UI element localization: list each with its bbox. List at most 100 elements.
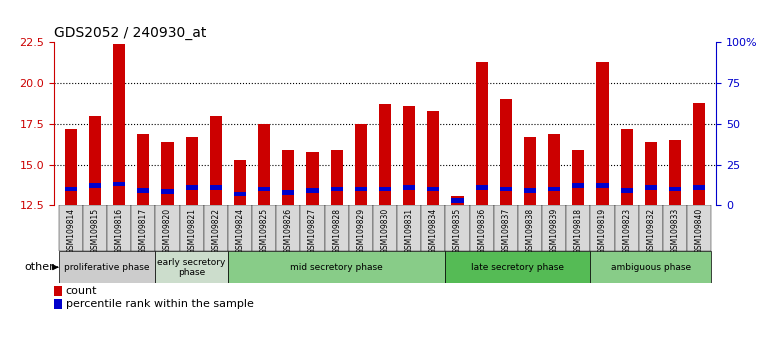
Bar xyxy=(566,205,591,251)
Bar xyxy=(572,183,584,188)
Bar xyxy=(204,205,228,251)
Text: GSM109838: GSM109838 xyxy=(525,207,534,254)
Text: GSM109820: GSM109820 xyxy=(163,207,172,254)
Bar xyxy=(137,188,149,193)
Bar xyxy=(445,205,470,251)
Bar xyxy=(373,205,397,251)
Bar xyxy=(355,187,367,191)
Bar xyxy=(258,124,270,354)
Bar xyxy=(639,205,663,251)
Bar xyxy=(621,129,633,354)
Bar xyxy=(476,185,487,190)
Bar xyxy=(65,187,77,191)
Bar xyxy=(59,205,83,251)
Bar xyxy=(644,185,657,190)
Bar xyxy=(470,205,494,251)
Text: GSM109814: GSM109814 xyxy=(66,207,75,254)
Bar xyxy=(379,104,391,354)
Bar xyxy=(330,150,343,354)
Bar xyxy=(234,192,246,196)
Text: GSM109839: GSM109839 xyxy=(550,207,559,254)
Bar xyxy=(524,137,536,354)
Text: GSM109826: GSM109826 xyxy=(284,207,293,254)
Text: GSM109840: GSM109840 xyxy=(695,207,704,254)
Bar xyxy=(591,251,711,283)
Text: ambiguous phase: ambiguous phase xyxy=(611,263,691,272)
Text: early secretory
phase: early secretory phase xyxy=(158,258,226,277)
Bar xyxy=(693,185,705,190)
Bar xyxy=(621,188,633,193)
Bar xyxy=(54,299,62,309)
Text: GSM109821: GSM109821 xyxy=(187,207,196,253)
Bar xyxy=(445,251,591,283)
Bar xyxy=(107,205,131,251)
Bar xyxy=(644,142,657,354)
Text: GDS2052 / 240930_at: GDS2052 / 240930_at xyxy=(54,26,206,40)
Bar xyxy=(252,205,276,251)
Bar xyxy=(614,205,639,251)
Text: percentile rank within the sample: percentile rank within the sample xyxy=(65,298,253,309)
Bar xyxy=(427,187,440,191)
Bar xyxy=(542,205,566,251)
Bar xyxy=(330,187,343,191)
Bar xyxy=(476,62,487,354)
Bar xyxy=(693,103,705,354)
Text: other: other xyxy=(25,262,55,272)
Text: GSM109831: GSM109831 xyxy=(405,207,413,254)
Bar xyxy=(669,187,681,191)
Text: GSM109823: GSM109823 xyxy=(622,207,631,254)
Text: GSM109828: GSM109828 xyxy=(332,207,341,253)
Bar xyxy=(500,99,512,354)
Bar xyxy=(283,190,294,195)
Text: GSM109835: GSM109835 xyxy=(453,207,462,254)
Text: GSM109816: GSM109816 xyxy=(115,207,124,254)
Text: GSM109824: GSM109824 xyxy=(236,207,245,254)
Text: count: count xyxy=(65,286,97,296)
Bar xyxy=(663,205,687,251)
Bar xyxy=(518,205,542,251)
Bar xyxy=(548,134,561,354)
Bar xyxy=(228,205,252,251)
Bar xyxy=(500,187,512,191)
Bar xyxy=(306,152,319,354)
Bar xyxy=(59,251,156,283)
Bar xyxy=(687,205,711,251)
Text: late secretory phase: late secretory phase xyxy=(471,263,564,272)
Text: GSM109830: GSM109830 xyxy=(380,207,390,254)
Bar xyxy=(349,205,373,251)
Text: GSM109832: GSM109832 xyxy=(646,207,655,254)
Bar xyxy=(65,129,77,354)
Bar xyxy=(209,185,222,190)
Bar xyxy=(162,142,173,354)
Bar xyxy=(669,140,681,354)
Text: proliferative phase: proliferative phase xyxy=(65,263,150,272)
Bar xyxy=(597,183,608,188)
Text: GSM109825: GSM109825 xyxy=(259,207,269,254)
Text: mid secretory phase: mid secretory phase xyxy=(290,263,383,272)
Bar xyxy=(403,185,415,190)
Bar xyxy=(228,251,445,283)
Bar xyxy=(548,187,561,191)
Text: GSM109834: GSM109834 xyxy=(429,207,438,254)
Bar xyxy=(89,183,101,188)
Bar xyxy=(186,137,198,354)
Bar xyxy=(306,188,319,193)
Bar xyxy=(113,182,126,187)
Bar xyxy=(451,195,464,354)
Bar xyxy=(597,62,608,354)
Bar xyxy=(572,150,584,354)
Bar xyxy=(451,198,464,203)
Bar xyxy=(162,189,173,194)
Bar xyxy=(83,205,107,251)
Bar xyxy=(300,205,325,251)
Text: GSM109836: GSM109836 xyxy=(477,207,486,254)
Text: GSM109822: GSM109822 xyxy=(211,207,220,253)
Bar xyxy=(89,116,101,354)
Bar xyxy=(137,134,149,354)
Text: GSM109817: GSM109817 xyxy=(139,207,148,254)
Bar xyxy=(276,205,300,251)
Bar xyxy=(591,205,614,251)
Bar xyxy=(421,205,445,251)
Bar xyxy=(494,205,518,251)
Text: GSM109815: GSM109815 xyxy=(91,207,99,254)
